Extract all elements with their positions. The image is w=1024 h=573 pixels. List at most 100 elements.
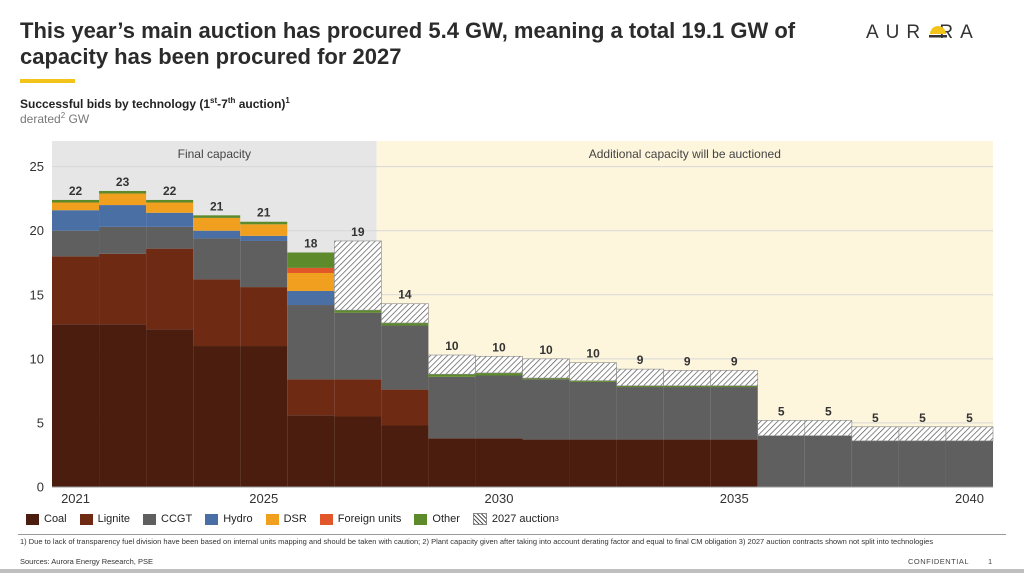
x-tick-label: 2040 (955, 491, 984, 506)
bar-2027-auction-2029 (428, 354, 476, 375)
legend-label: CCGT (161, 513, 193, 525)
legend-item-other: Other (414, 513, 460, 525)
legend-swatch-hatch (472, 513, 487, 525)
legend-item-ccgt: CCGT (143, 513, 192, 525)
legend-swatch (319, 513, 333, 525)
bar-2027-auction-2033 (616, 368, 664, 387)
bar-coal-2027 (334, 416, 382, 487)
bar-2027-auction-2031 (522, 358, 570, 379)
total-label-2030: 10 (492, 340, 506, 354)
bar-coal-2026 (287, 415, 335, 487)
total-label-2033: 9 (637, 353, 644, 367)
bar-other-2022 (99, 190, 147, 194)
bar-hydro-2023 (146, 212, 194, 227)
page-title: This year’s main auction has procured 5.… (20, 18, 796, 69)
bar-other-2033 (616, 385, 664, 388)
bar-2027-auction-2037 (804, 420, 853, 437)
bar-ccgt-2026 (287, 305, 335, 380)
aurora-logo: AUR RA (866, 22, 980, 43)
legend-item-hydro: Hydro (205, 513, 253, 525)
bar-ccgt-2022 (99, 226, 147, 254)
legend-swatch (205, 513, 219, 525)
bar-ccgt-2039 (898, 440, 946, 487)
bar-other-2021 (52, 199, 100, 203)
bar-ccgt-2024 (193, 238, 241, 280)
title-accent-bar (20, 79, 75, 83)
legend-item-coal: Coal (26, 513, 67, 525)
chart-subtitle: Successful bids by technology (1st-7th a… (20, 96, 290, 111)
bar-dsr-2021 (52, 202, 100, 211)
bar-coal-2032 (569, 439, 617, 487)
total-label-2032: 10 (586, 347, 600, 361)
bar-hydro-2024 (193, 230, 241, 239)
bar-ccgt-2035 (710, 387, 758, 440)
chart-unit: derated2 GW (20, 111, 90, 126)
bar-ccgt-2036 (757, 435, 805, 487)
bar-other-2027 (334, 310, 382, 313)
bar-ccgt-2033 (616, 387, 664, 440)
bar-2027-auction-2028 (381, 303, 429, 324)
bar-coal-2025 (240, 346, 288, 487)
bar-dsr-2022 (99, 193, 147, 206)
bar-hydro-2026 (287, 290, 335, 306)
bar-other-2028 (381, 322, 429, 326)
bar-coal-2030 (475, 438, 523, 487)
total-label-2026: 18 (304, 236, 318, 250)
bar-lignite-2027 (334, 379, 382, 417)
total-label-2029: 10 (445, 339, 459, 353)
bar-ccgt-2029 (428, 376, 476, 439)
bar-lignite-2023 (146, 248, 194, 330)
bar-2027-auction-2027 (333, 240, 382, 311)
legend-label: Foreign units (337, 513, 402, 525)
bar-coal-2021 (52, 324, 100, 487)
bar-ccgt-2021 (52, 230, 100, 257)
legend-label: Lignite (97, 513, 131, 525)
bar-dsr-2023 (146, 202, 194, 213)
total-label-2027: 19 (351, 225, 365, 239)
legend-swatch (143, 513, 157, 525)
total-label-2025: 21 (257, 206, 271, 220)
bar-coal-2023 (146, 329, 194, 487)
bar-other-2030 (475, 372, 523, 376)
bar-other-2031 (522, 378, 570, 380)
logo-sun-icon (929, 26, 947, 38)
total-label-2039: 5 (919, 411, 926, 425)
total-label-2035: 9 (731, 354, 738, 368)
x-tick-label: 2025 (249, 491, 278, 506)
region-label: Additional capacity will be auctioned (589, 147, 781, 161)
bar-ccgt-2034 (663, 387, 711, 440)
bar-coal-2028 (381, 425, 429, 487)
legend-swatch (414, 513, 428, 525)
bar-other-2023 (146, 199, 194, 203)
bar-dsr-2024 (193, 217, 241, 231)
bar-2027-auction-2039 (898, 426, 947, 442)
x-tick-label: 2035 (720, 491, 749, 506)
total-label-2036: 5 (778, 404, 785, 418)
legend-swatch (26, 513, 39, 525)
bar-ccgt-2037 (804, 435, 852, 487)
bar-2027-auction-2035 (710, 370, 759, 387)
bar-other-2029 (428, 374, 476, 377)
bar-2027-auction-2032 (569, 362, 617, 381)
bar-other-2032 (569, 380, 617, 382)
bar-lignite-2025 (240, 287, 288, 347)
total-label-2037: 5 (825, 404, 832, 418)
bar-other-2034 (663, 385, 711, 388)
legend-swatch (79, 513, 93, 525)
bar-other-2026 (287, 252, 335, 268)
x-tick-label: 2021 (61, 491, 90, 506)
total-label-2038: 5 (872, 411, 879, 425)
bar-coal-2022 (99, 324, 147, 487)
legend-label: Coal (44, 513, 67, 525)
sources: Sources: Aurora Energy Research, PSE (20, 557, 153, 566)
bar-lignite-2021 (52, 256, 100, 325)
region-label: Final capacity (178, 147, 251, 161)
y-tick-label: 20 (30, 223, 44, 238)
bar-hydro-2025 (240, 235, 288, 241)
bar-coal-2034 (663, 439, 711, 487)
legend-item-foreign-units: Foreign units (319, 513, 402, 525)
chart-legend: Coal Lignite CCGT Hydro DSR Foreign units Othe… (26, 511, 572, 527)
bar-coal-2033 (616, 439, 664, 487)
bar-ccgt-2040 (945, 440, 993, 487)
confidential-label: CONFIDENTIAL (908, 557, 970, 566)
